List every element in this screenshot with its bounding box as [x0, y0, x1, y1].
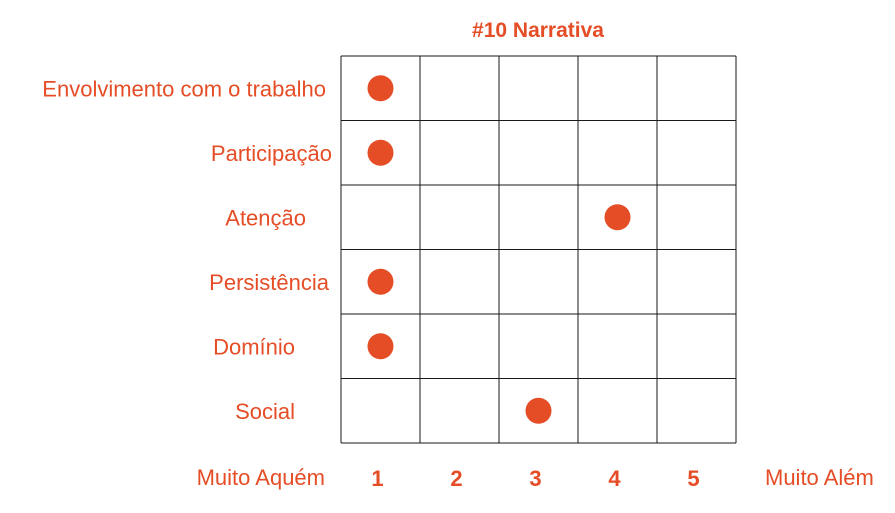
row-label: Atenção: [225, 205, 306, 230]
rating-grid: [340, 55, 737, 444]
row-labels: Envolvimento com o trabalho Participação A…: [42, 76, 332, 424]
chart-title: #10 Narrativa: [472, 19, 604, 42]
row-label: Domínio: [213, 334, 295, 359]
row-label: Envolvimento com o trabalho: [42, 76, 326, 101]
x-tick-label: 5: [687, 466, 699, 491]
rating-dot: [367, 75, 394, 102]
rating-dots: [367, 75, 631, 424]
x-min-label: Muito Aquém: [197, 465, 325, 490]
row-label: Participação: [211, 141, 332, 166]
x-axis: Muito Aquém Muito Além 1 2 3 4 5: [197, 465, 874, 491]
row-label: Social: [235, 399, 295, 424]
x-tick-label: 1: [371, 466, 383, 491]
x-max-label: Muito Além: [765, 465, 874, 490]
x-tick-label: 3: [529, 466, 541, 491]
rating-dot: [367, 268, 394, 295]
x-tick-label: 4: [608, 466, 621, 491]
x-tick-label: 2: [450, 466, 462, 491]
rating-dot: [604, 204, 631, 231]
rating-dot: [525, 397, 552, 424]
row-label: Persistência: [209, 270, 330, 295]
rating-dot: [367, 139, 394, 166]
rating-dot: [367, 333, 394, 360]
